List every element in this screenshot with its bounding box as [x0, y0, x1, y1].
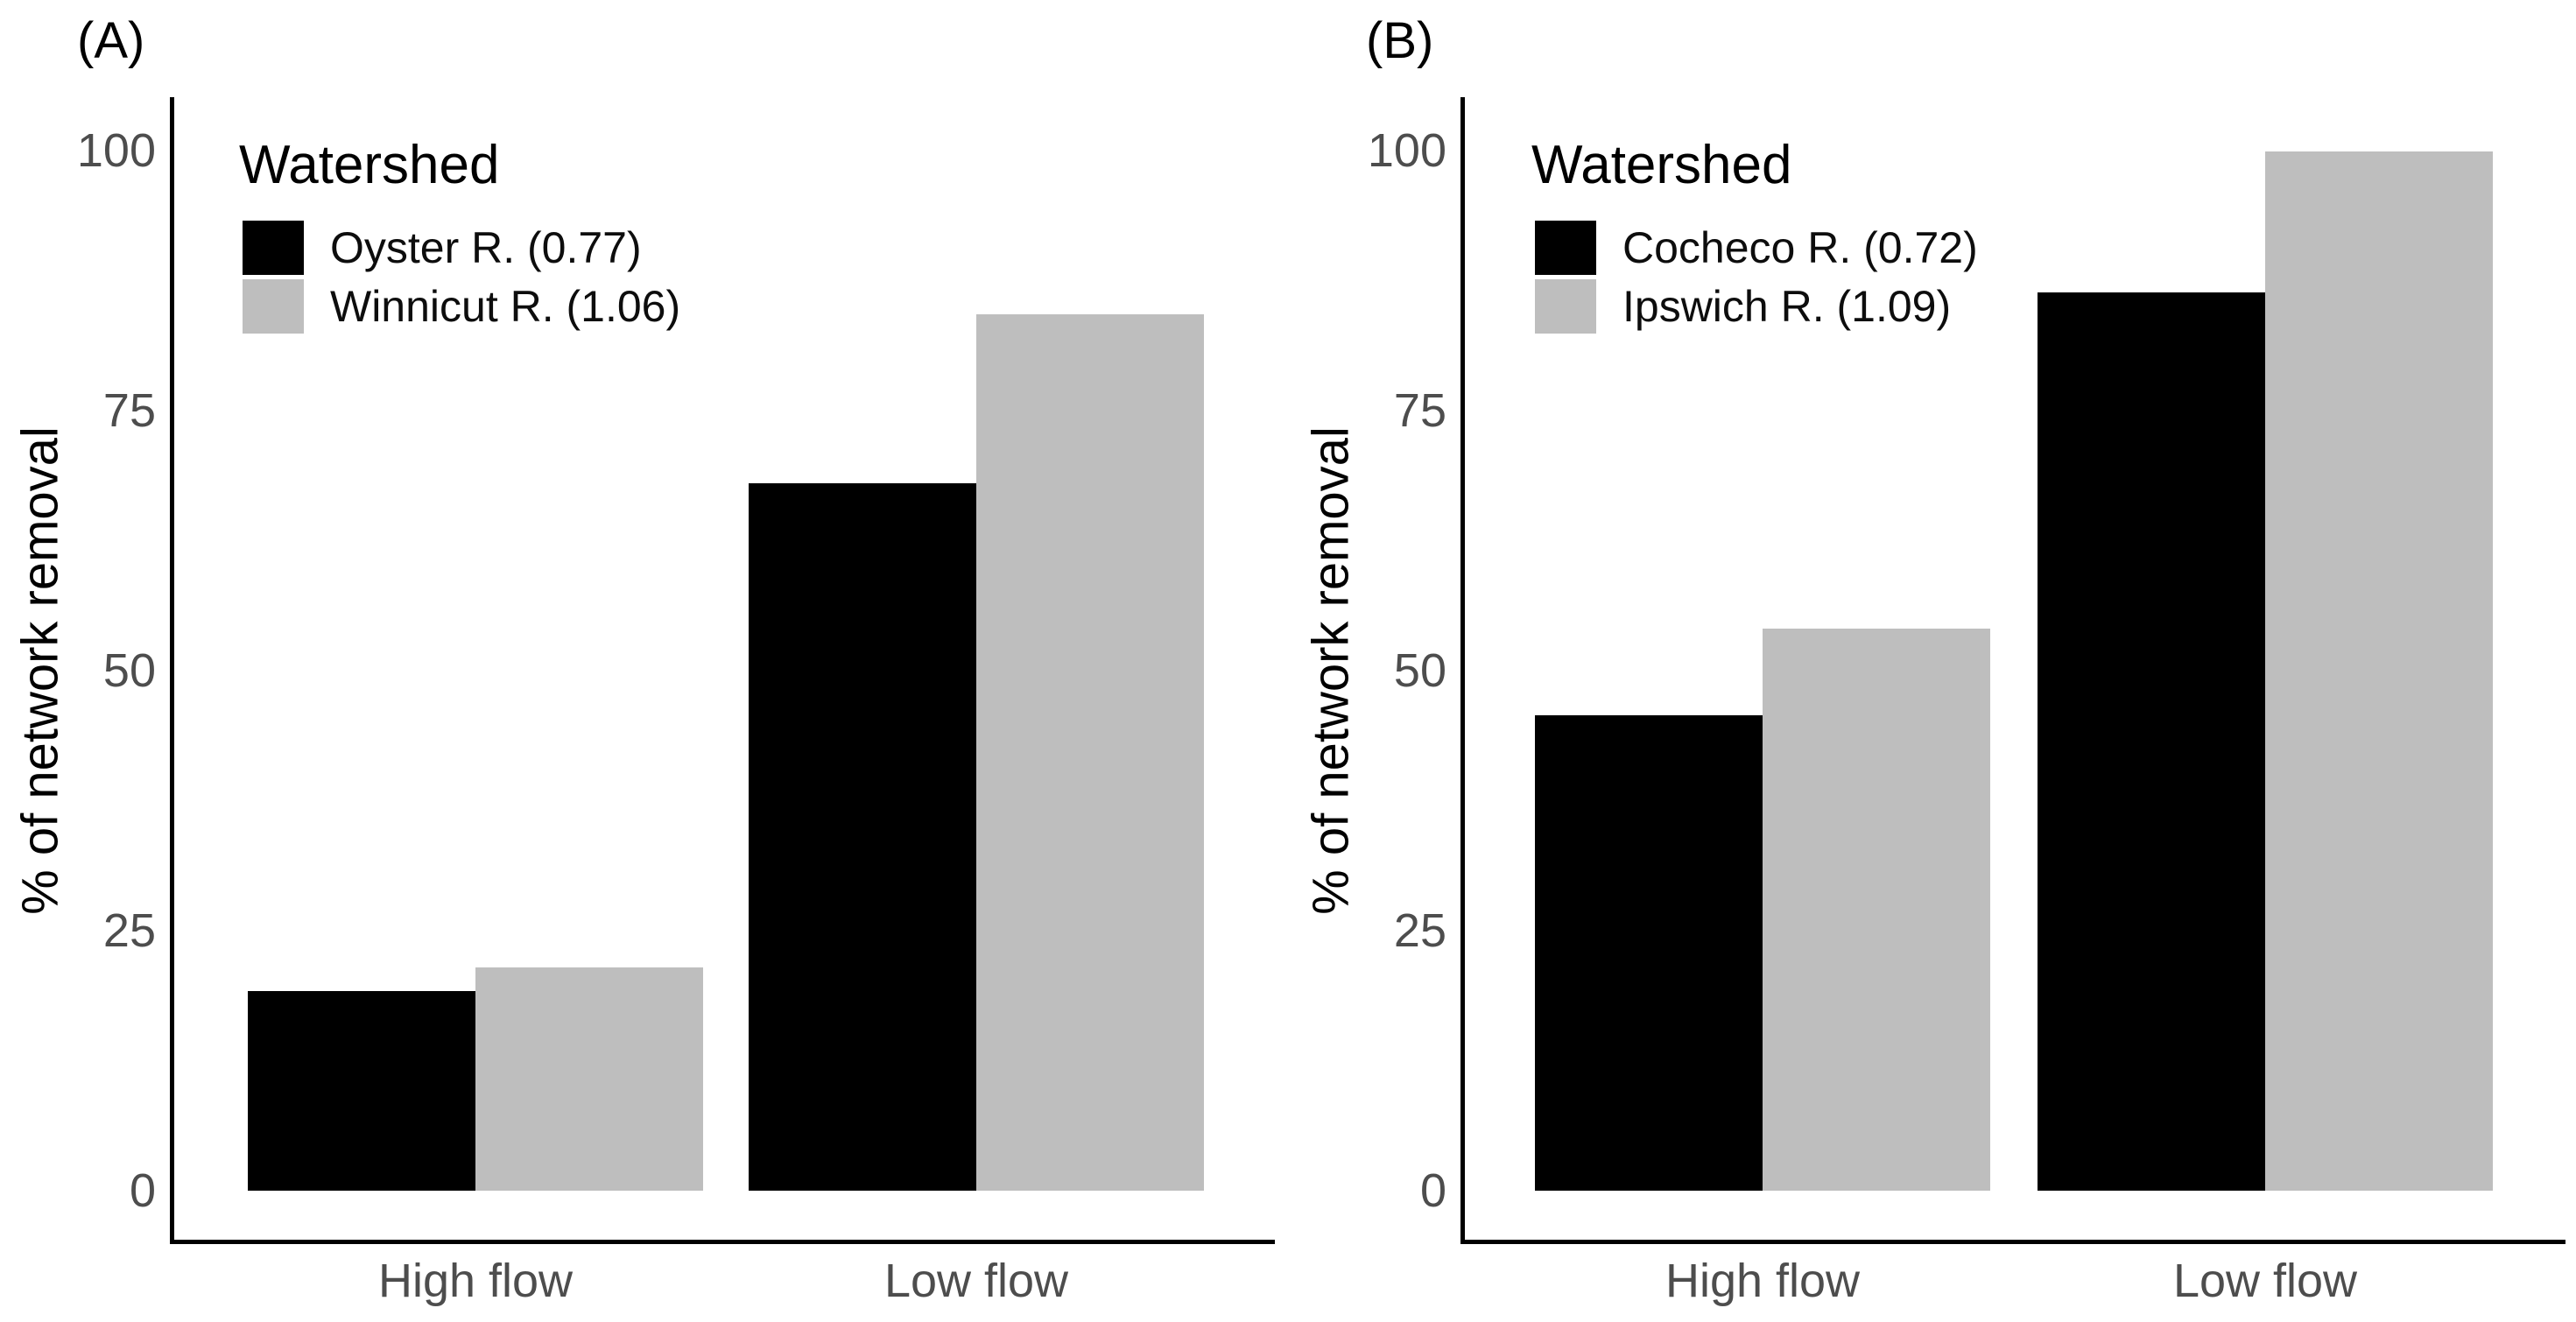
- legend-a-item-oyster: Oyster R. (0.77): [330, 223, 642, 272]
- x-category-label-a-highflow: High flow: [377, 1255, 574, 1307]
- x-axis-line-b: [1460, 1240, 2565, 1244]
- y-tick-label-a-50: 50: [102, 644, 156, 697]
- x-category-label-b-lowflow: Low flow: [2172, 1255, 2358, 1307]
- bar-a-highflow-winnicut: [475, 967, 703, 1191]
- panel-b-label: (B): [1366, 12, 1434, 69]
- y-tick-label-a-25: 25: [102, 904, 156, 957]
- legend-a-key-winnicut: [243, 279, 304, 334]
- y-tick-label-b-0: 0: [1419, 1164, 1446, 1217]
- y-tick-label-b-25: 25: [1393, 904, 1446, 957]
- bar-a-highflow-oyster: [248, 991, 475, 1191]
- y-axis-line-b: [1460, 97, 1465, 1242]
- legend-b-title: Watershed: [1531, 135, 1792, 195]
- bar-a-lowflow-oyster: [749, 483, 976, 1191]
- legend-a-item-winnicut: Winnicut R. (1.06): [330, 282, 681, 331]
- bar-a-lowflow-winnicut: [976, 314, 1204, 1191]
- y-tick-label-b-100: 100: [1367, 124, 1446, 177]
- legend-a-title: Watershed: [239, 135, 500, 195]
- legend-b-item-ipswich: Ipswich R. (1.09): [1622, 282, 1952, 331]
- x-category-label-a-lowflow: Low flow: [883, 1255, 1069, 1307]
- y-tick-label-a-75: 75: [102, 384, 156, 437]
- y-tick-label-b-75: 75: [1393, 384, 1446, 437]
- legend-b-item-cocheco: Cocheco R. (0.72): [1622, 223, 1978, 272]
- legend-b-key-ipswich: [1535, 279, 1596, 334]
- y-tick-label-a-0: 0: [129, 1164, 156, 1217]
- legend-a-key-oyster: [243, 221, 304, 275]
- panel-a-label: (A): [77, 12, 145, 69]
- bar-b-highflow-cocheco: [1535, 715, 1763, 1191]
- bar-b-highflow-ipswich: [1763, 629, 1990, 1191]
- x-category-label-b-highflow: High flow: [1665, 1255, 1861, 1307]
- y-axis-line-a: [170, 97, 174, 1242]
- legend-b-key-cocheco: [1535, 221, 1596, 275]
- x-axis-line-a: [170, 1240, 1275, 1244]
- y-tick-label-a-100: 100: [76, 124, 156, 177]
- bar-b-lowflow-ipswich: [2265, 151, 2493, 1191]
- bar-b-lowflow-cocheco: [2038, 292, 2265, 1191]
- y-tick-label-b-50: 50: [1393, 644, 1446, 697]
